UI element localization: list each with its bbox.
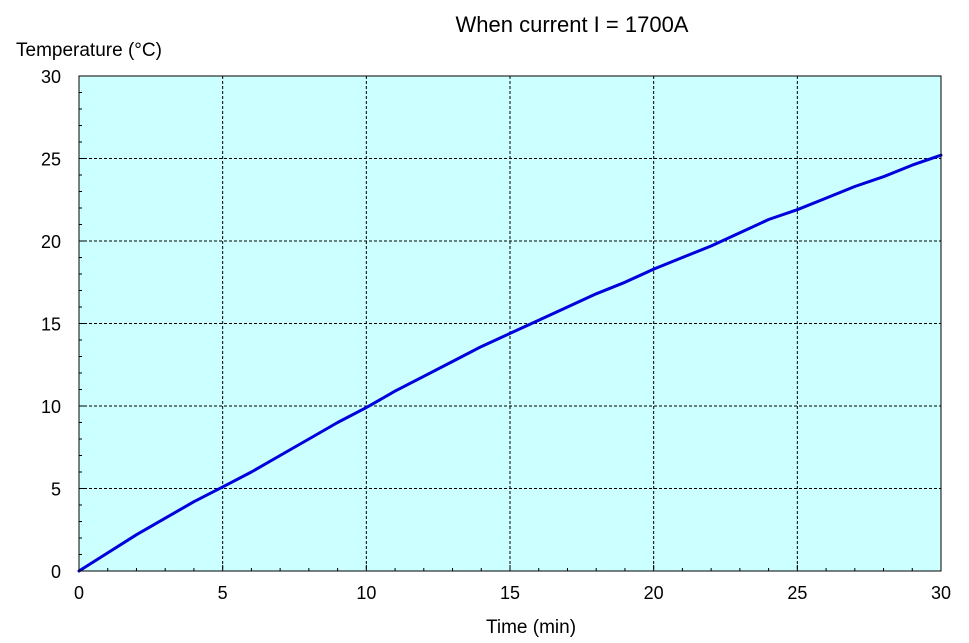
tick-labels: 0 5 10 15 20 25 30 0 5 10 15 20 25 30 <box>41 67 951 603</box>
plot-frame <box>78 75 942 572</box>
x-tick-label: 5 <box>218 583 228 603</box>
x-tick-label: 20 <box>644 583 664 603</box>
x-tick-label: 10 <box>356 583 376 603</box>
x-tick-label: 25 <box>787 583 807 603</box>
y-tick-label: 30 <box>41 67 61 87</box>
y-tick-label: 0 <box>51 562 61 582</box>
y-tick-label: 10 <box>41 397 61 417</box>
y-tick-label: 5 <box>51 480 61 500</box>
chart-title: When current I = 1700A <box>456 12 689 37</box>
x-tick-label: 15 <box>500 583 520 603</box>
y-tick-label: 25 <box>41 150 61 170</box>
x-tick-label: 0 <box>74 583 84 603</box>
y-tick-label: 20 <box>41 232 61 252</box>
series-group <box>77 153 943 573</box>
y-axis-label: Temperature (°C) <box>16 40 162 61</box>
y-tick-label: 15 <box>41 315 61 335</box>
x-tick-label: 30 <box>931 583 951 603</box>
grid-lines <box>79 76 941 571</box>
x-axis-label: Time (min) <box>486 617 576 638</box>
series-line <box>77 153 943 573</box>
